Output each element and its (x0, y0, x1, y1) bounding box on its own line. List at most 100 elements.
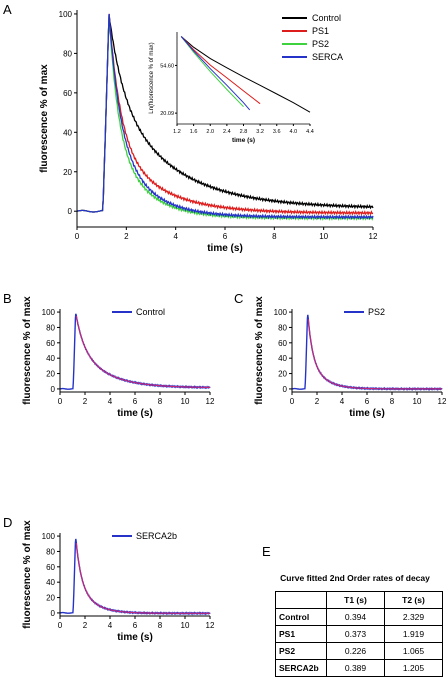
y-tick-label: 60 (278, 339, 287, 348)
panel-letter-c: C (234, 291, 243, 306)
x-tick-label: 2 (83, 397, 88, 406)
table-row: PS2 0.226 1.065 (275, 642, 443, 660)
legend-label-control: Control (136, 307, 165, 317)
inset-line-ps2 (180, 36, 244, 108)
inset-x-tick-label: 4.4 (306, 129, 314, 135)
x-tick-label: 0 (75, 232, 80, 241)
inset-line-ps1 (180, 36, 261, 105)
table-row: SERCA2b 0.389 1.205 (275, 659, 443, 677)
inset-chart: 1.2 1.6 2.0 2.4 2.8 3.2 3.6 4.0 4.4 20.09 54.60 tim… (149, 32, 314, 144)
legend-label-serca: SERCA (312, 52, 343, 62)
y-tick-label: 100 (274, 308, 288, 317)
y-tick-label: 0 (283, 385, 288, 394)
y-tick-label: 40 (63, 128, 72, 137)
panel-letter-a: A (3, 2, 12, 17)
table-cell-t1: 0.226 (326, 642, 385, 660)
series-line-serca2b (60, 538, 211, 616)
y-tick-label: 20 (46, 370, 55, 379)
x-tick-label: 8 (390, 397, 395, 406)
y-axis-label: fluorescence % of max (22, 296, 33, 405)
table-header-t1: T1 (s) (326, 591, 385, 609)
table-header-corner (275, 591, 327, 609)
legend-label-serca2b: SERCA2b (136, 531, 177, 541)
y-tick-label: 60 (63, 89, 72, 98)
table-cell-t1: 0.389 (326, 659, 385, 677)
y-tick-label: 0 (51, 609, 56, 618)
table-cell-t2: 1.065 (384, 642, 443, 660)
inset-x-tick-label: 3.6 (273, 129, 281, 135)
inset-x-tick-label: 1.6 (190, 129, 198, 135)
x-tick-label: 0 (290, 397, 295, 406)
x-tick-label: 12 (206, 397, 215, 406)
x-axis-label: time (s) (207, 243, 243, 254)
y-tick-label: 80 (63, 49, 72, 58)
legend-label-ps2: PS2 (312, 39, 329, 49)
x-tick-label: 4 (340, 397, 345, 406)
fit-line-control (75, 315, 210, 388)
table-title: Curve fitted 2nd Order rates of decay (280, 573, 430, 583)
inset-line-serca (180, 36, 251, 111)
x-axis-label: time (s) (117, 408, 153, 419)
x-tick-label: 10 (319, 232, 328, 241)
y-tick-label: 40 (46, 578, 55, 587)
x-axis-label: time (s) (117, 632, 153, 643)
inset-x-tick-label: 1.2 (173, 129, 181, 135)
panel-letter-d: D (3, 515, 12, 530)
x-tick-label: 8 (272, 232, 277, 241)
chart-d: 0 2 4 6 8 10 12 0 20 40 60 80 100 time (s) fluorescenc… (22, 520, 215, 643)
inset-y-tick-label: 54.60 (160, 63, 174, 69)
y-tick-label: 80 (46, 323, 55, 332)
x-tick-label: 2 (315, 397, 320, 406)
table-row-label: PS2 (275, 642, 327, 660)
fit-line-ps2 (307, 319, 442, 390)
y-tick-label: 0 (51, 385, 56, 394)
y-tick-label: 40 (278, 354, 287, 363)
y-tick-label: 20 (278, 370, 287, 379)
y-axis-label: fluorescence % of max (22, 520, 33, 629)
x-tick-label: 12 (369, 232, 378, 241)
table-cell-t2: 1.919 (384, 625, 443, 643)
series-line-serca (76, 13, 374, 221)
y-tick-label: 20 (46, 594, 55, 603)
x-tick-label: 4 (108, 397, 113, 406)
x-tick-label: 6 (365, 397, 370, 406)
y-tick-label: 100 (59, 10, 73, 19)
legend-label-control: Control (312, 13, 341, 23)
x-tick-label: 10 (181, 397, 190, 406)
x-tick-label: 8 (158, 621, 163, 630)
fit-line-serca2b (75, 542, 210, 614)
inset-x-tick-label: 2.4 (223, 129, 231, 135)
x-tick-label: 6 (223, 232, 228, 241)
series-line-control (76, 14, 374, 213)
x-tick-label: 10 (181, 621, 190, 630)
chart-c: 0 2 4 6 8 10 12 0 20 40 60 80 100 time (s) fluorescenc… (254, 296, 447, 419)
table-row-label: PS1 (275, 625, 327, 643)
inset-x-tick-label: 2.8 (240, 129, 248, 135)
table-cell-t1: 0.373 (326, 625, 385, 643)
series-line-ps2 (292, 314, 443, 391)
table-header-t2: T2 (s) (384, 591, 443, 609)
inset-x-tick-label: 4.0 (290, 129, 298, 135)
y-tick-label: 20 (63, 168, 72, 177)
inset-x-axis-label: time (s) (232, 137, 255, 144)
x-tick-label: 12 (206, 621, 215, 630)
x-tick-label: 6 (133, 397, 138, 406)
table-row-label: Control (275, 608, 327, 626)
decay-rate-table: T1 (s) T2 (s) Control 0.394 2.329 PS1 0.… (275, 591, 443, 677)
x-tick-label: 6 (133, 621, 138, 630)
panel-letter-b: B (3, 291, 12, 306)
x-tick-label: 4 (108, 621, 113, 630)
x-tick-label: 12 (438, 397, 447, 406)
table-row: PS1 0.373 1.919 (275, 625, 443, 643)
inset-y-tick-label: 20.09 (160, 111, 174, 117)
x-tick-label: 4 (173, 232, 178, 241)
y-tick-label: 40 (46, 354, 55, 363)
inset-x-tick-label: 3.2 (256, 129, 264, 135)
table-cell-t2: 2.329 (384, 608, 443, 626)
x-tick-label: 2 (83, 621, 88, 630)
y-tick-label: 100 (42, 532, 56, 541)
inset-y-axis-label: Ln(fluorescence % of max) (149, 42, 155, 113)
table-cell-t1: 0.394 (326, 608, 385, 626)
y-tick-label: 60 (46, 563, 55, 572)
